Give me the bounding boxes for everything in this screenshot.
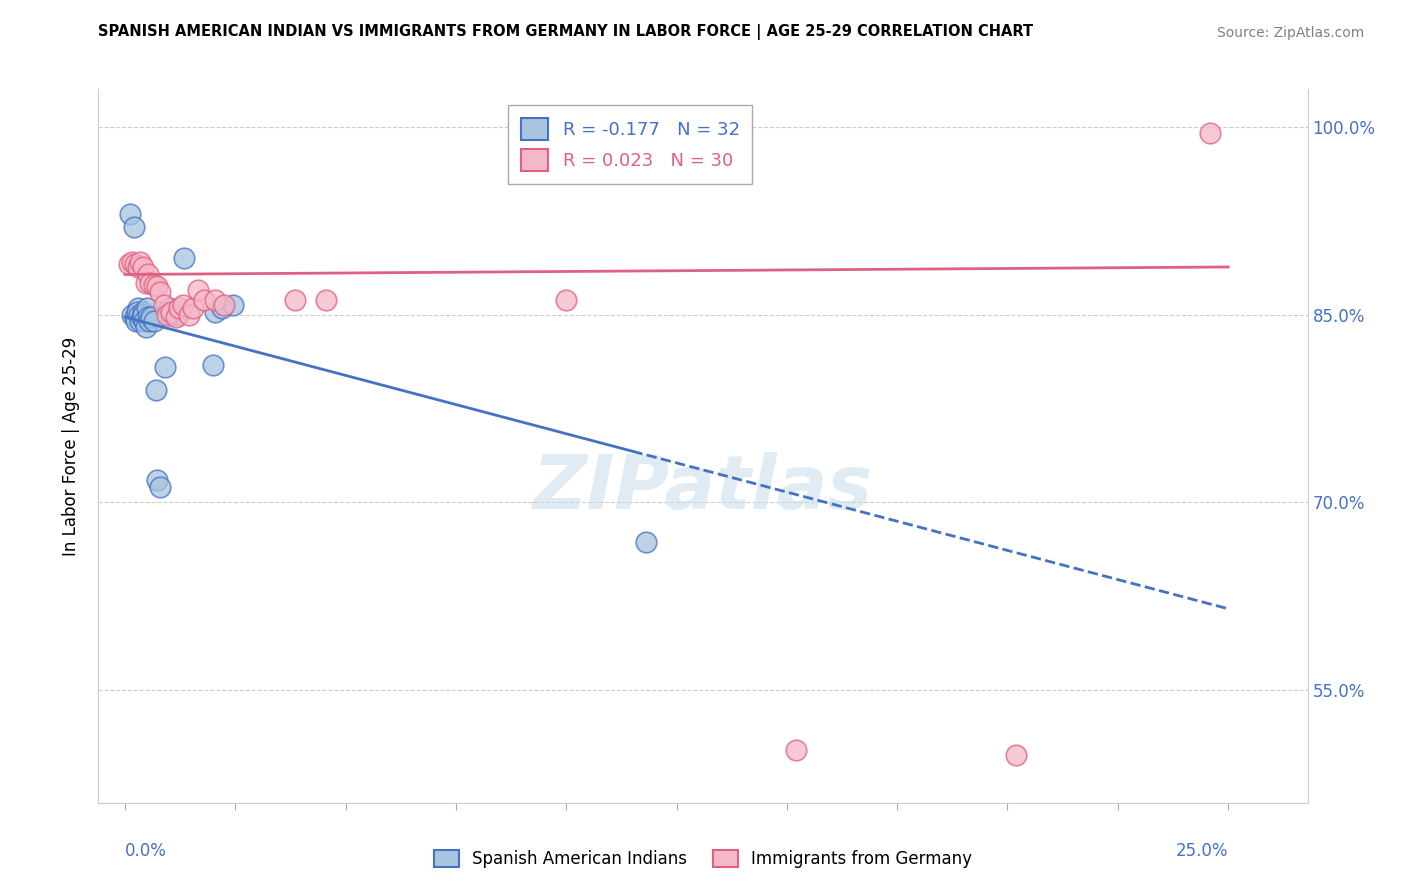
Point xyxy=(135,320,157,334)
Point xyxy=(1199,126,1222,140)
Point xyxy=(121,255,143,269)
Point xyxy=(177,308,200,322)
Point xyxy=(149,285,172,299)
Point xyxy=(136,310,159,324)
Point xyxy=(212,297,235,311)
Point xyxy=(131,310,153,324)
Point xyxy=(142,314,165,328)
Point xyxy=(160,305,183,319)
Legend: Spanish American Indians, Immigrants from Germany: Spanish American Indians, Immigrants fro… xyxy=(427,843,979,875)
Point xyxy=(125,314,148,328)
Point xyxy=(124,310,146,324)
Point xyxy=(145,278,167,293)
Point xyxy=(132,308,155,322)
Text: 0.0%: 0.0% xyxy=(125,842,167,860)
Point xyxy=(193,293,215,307)
Point xyxy=(202,358,225,372)
Point xyxy=(131,305,153,319)
Point xyxy=(204,305,226,319)
Point xyxy=(145,473,167,487)
Point xyxy=(555,293,578,307)
Text: 25.0%: 25.0% xyxy=(1175,842,1229,860)
Point xyxy=(122,219,145,234)
Point xyxy=(1005,748,1028,763)
Point xyxy=(173,251,195,265)
Point xyxy=(118,257,141,271)
Point xyxy=(145,383,167,397)
Point xyxy=(785,743,807,757)
Point xyxy=(165,310,187,324)
Point xyxy=(134,314,156,328)
Point xyxy=(211,301,233,316)
Point xyxy=(634,535,657,549)
Point xyxy=(181,301,204,316)
Point xyxy=(142,277,165,292)
Point xyxy=(132,260,155,274)
Point xyxy=(152,297,174,311)
Point xyxy=(222,297,245,311)
Point xyxy=(315,293,337,307)
Point xyxy=(284,293,307,307)
Point xyxy=(127,301,149,316)
Point xyxy=(136,301,159,316)
Point xyxy=(124,257,146,271)
Point xyxy=(121,308,143,322)
Point xyxy=(167,301,190,316)
Y-axis label: In Labor Force | Age 25-29: In Labor Force | Age 25-29 xyxy=(62,336,80,556)
Text: SPANISH AMERICAN INDIAN VS IMMIGRANTS FROM GERMANY IN LABOR FORCE | AGE 25-29 CO: SPANISH AMERICAN INDIAN VS IMMIGRANTS FR… xyxy=(98,24,1033,40)
Point xyxy=(160,308,183,322)
Point xyxy=(204,293,226,307)
Point xyxy=(139,277,162,291)
Point xyxy=(157,301,180,316)
Point xyxy=(129,314,152,328)
Point xyxy=(120,207,142,221)
Legend: R = -0.177   N = 32, R = 0.023   N = 30: R = -0.177 N = 32, R = 0.023 N = 30 xyxy=(509,105,752,184)
Point xyxy=(127,305,149,319)
Point xyxy=(128,308,150,322)
Point xyxy=(156,308,179,322)
Point xyxy=(166,308,188,322)
Point xyxy=(135,277,157,291)
Point xyxy=(129,255,152,269)
Text: ZIPatlas: ZIPatlas xyxy=(533,452,873,525)
Point xyxy=(141,310,163,324)
Point xyxy=(138,314,160,328)
Point xyxy=(187,283,209,297)
Point xyxy=(172,297,194,311)
Point xyxy=(153,360,176,375)
Point xyxy=(149,480,172,494)
Point xyxy=(127,260,149,274)
Text: Source: ZipAtlas.com: Source: ZipAtlas.com xyxy=(1216,26,1364,40)
Point xyxy=(136,268,159,282)
